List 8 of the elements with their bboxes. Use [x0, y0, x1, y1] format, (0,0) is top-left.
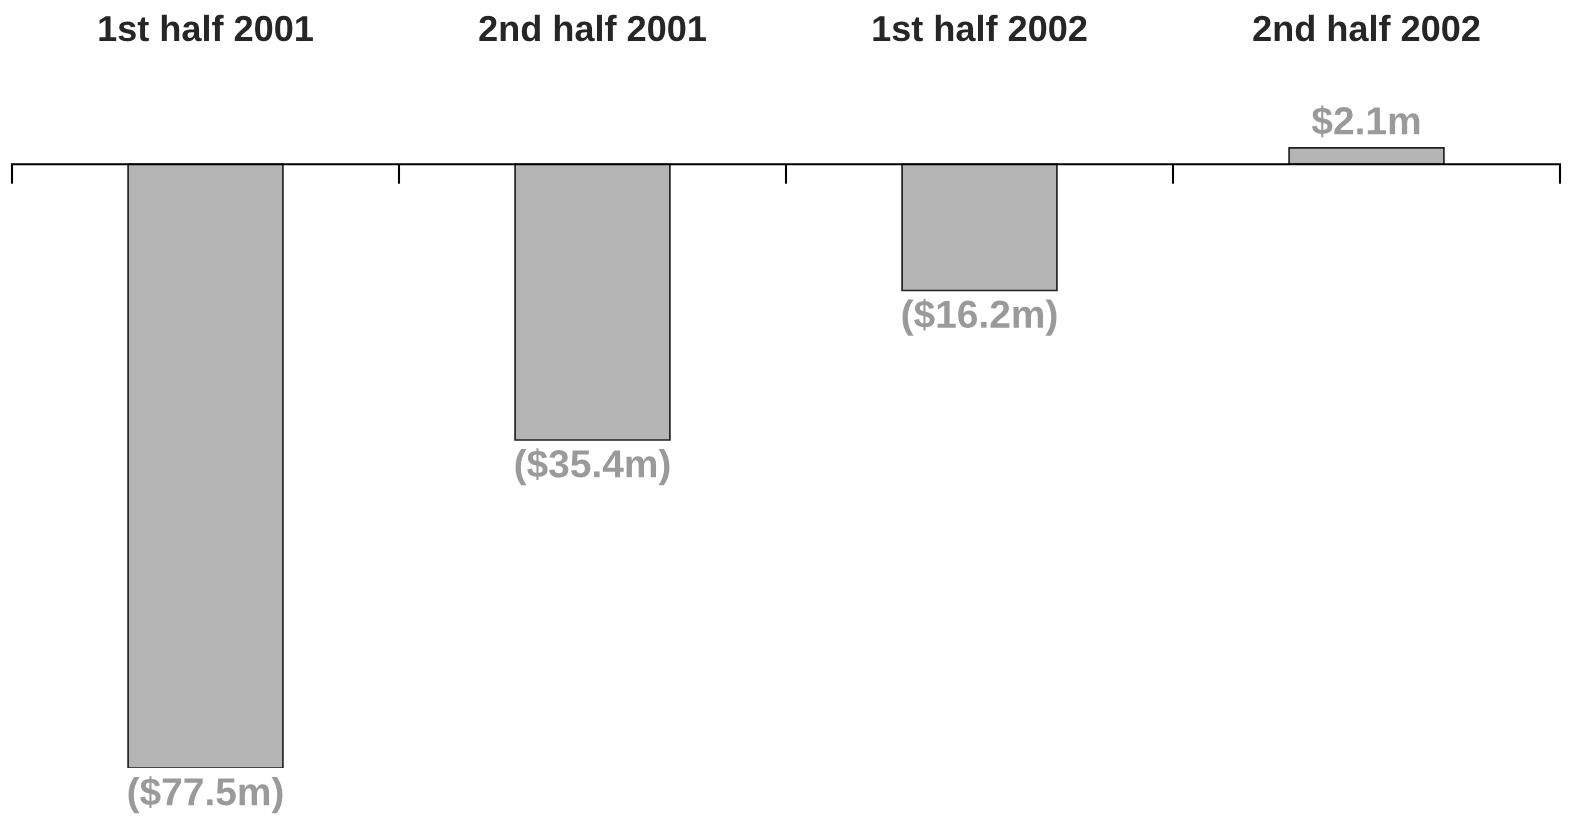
- data-label: ($35.4m): [515, 448, 670, 486]
- data-label: ($77.5m): [128, 776, 283, 814]
- x-tick-label: 1st half 2002: [873, 14, 1087, 42]
- x-tick-label: 2nd half 2002: [1253, 14, 1480, 42]
- x-tick-label: 2nd half 2001: [479, 14, 706, 42]
- x-tick-label: 1st half 2001: [99, 14, 313, 42]
- data-label: $2.1m: [1311, 105, 1420, 138]
- data-label: ($16.2m): [902, 298, 1057, 336]
